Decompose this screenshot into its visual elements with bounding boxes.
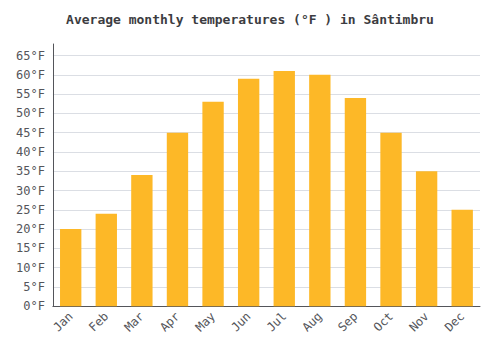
svg-text:20°F: 20°F	[16, 222, 45, 236]
svg-text:Aug: Aug	[300, 309, 325, 334]
svg-text:Oct: Oct	[371, 309, 396, 334]
svg-text:40°F: 40°F	[16, 145, 45, 159]
svg-text:60°F: 60°F	[16, 68, 45, 82]
svg-text:55°F: 55°F	[16, 87, 45, 101]
svg-text:30°F: 30°F	[16, 184, 45, 198]
svg-text:65°F: 65°F	[16, 49, 45, 63]
svg-text:Jan: Jan	[50, 309, 75, 334]
svg-text:15°F: 15°F	[16, 241, 45, 255]
svg-text:25°F: 25°F	[16, 203, 45, 217]
svg-text:10°F: 10°F	[16, 261, 45, 275]
svg-text:Nov: Nov	[406, 309, 431, 334]
svg-text:Sep: Sep	[335, 309, 360, 334]
svg-text:Dec: Dec	[442, 309, 467, 334]
svg-text:Apr: Apr	[157, 309, 182, 334]
svg-text:Mar: Mar	[122, 309, 147, 334]
svg-text:35°F: 35°F	[16, 164, 45, 178]
svg-text:50°F: 50°F	[16, 106, 45, 120]
svg-text:May: May	[193, 309, 218, 334]
svg-text:45°F: 45°F	[16, 126, 45, 140]
svg-text:Jun: Jun	[228, 309, 253, 334]
svg-text:0°F: 0°F	[23, 299, 45, 313]
svg-text:Average monthly temperatures (: Average monthly temperatures (°F ) in Sâ…	[66, 12, 434, 27]
svg-text:Feb: Feb	[86, 309, 111, 334]
svg-text:5°F: 5°F	[23, 280, 45, 294]
svg-text:Jul: Jul	[264, 309, 289, 334]
